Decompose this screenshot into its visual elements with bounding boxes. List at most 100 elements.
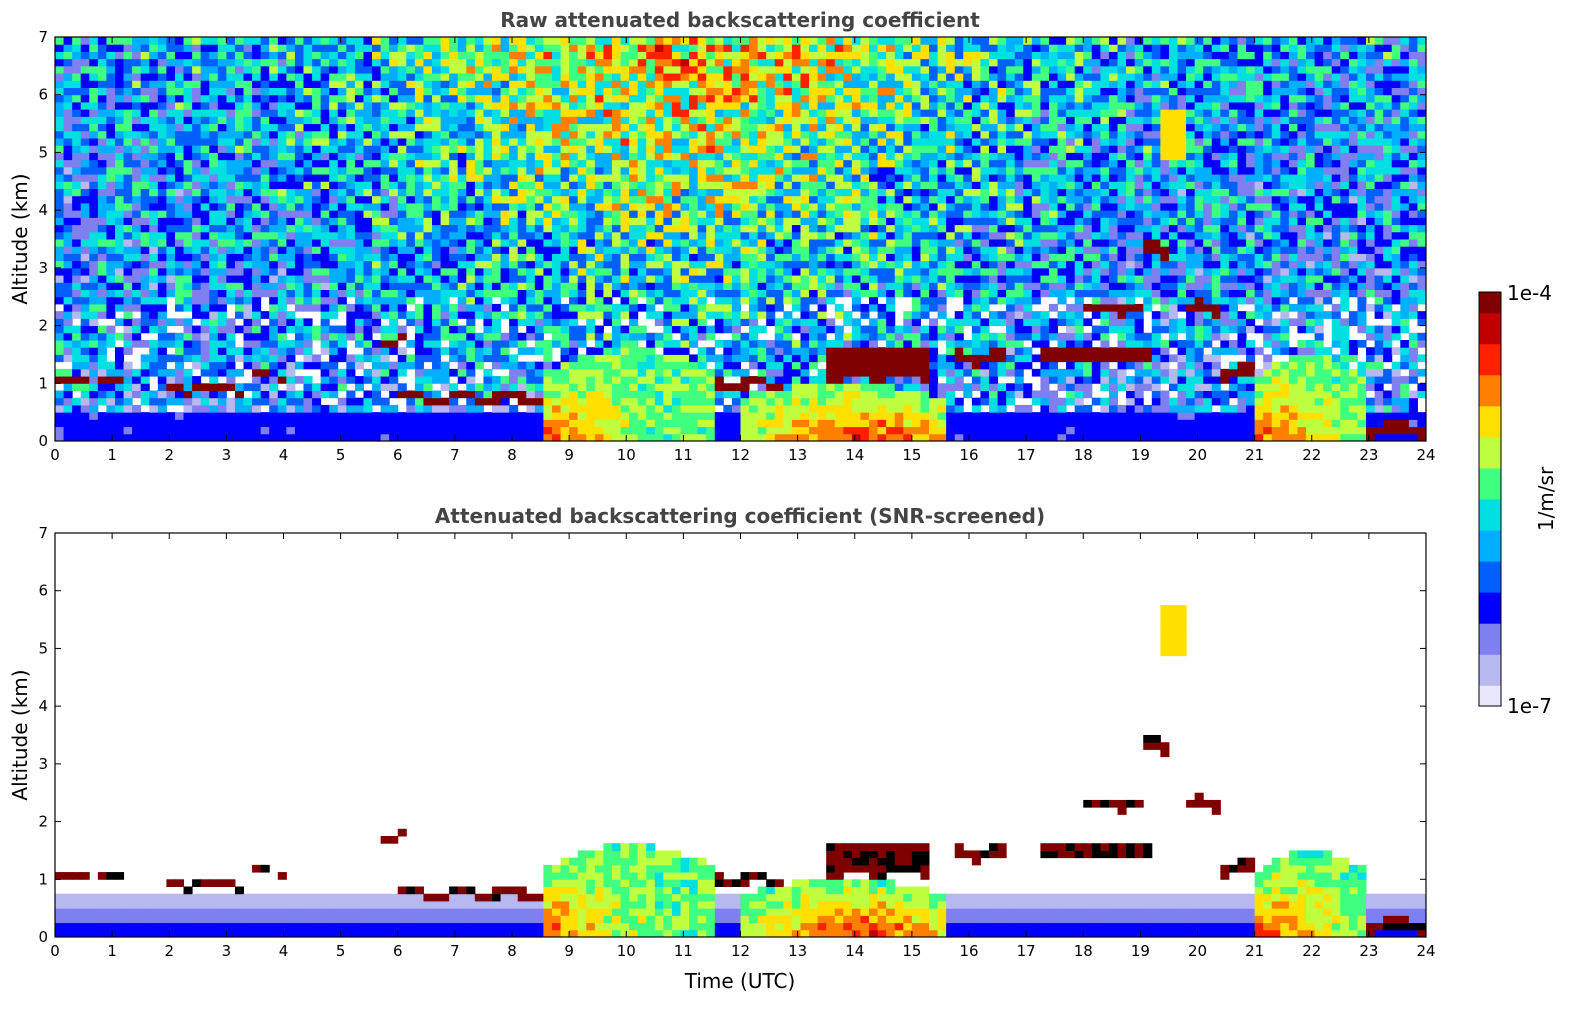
top-heatmap-cell xyxy=(217,426,227,435)
top-heatmap-cell xyxy=(817,325,827,334)
top-heatmap-cell xyxy=(474,195,484,204)
top-heatmap-cell xyxy=(474,303,484,312)
top-heatmap-cell xyxy=(783,195,793,204)
top-heatmap-cell xyxy=(80,397,90,406)
top-heatmap-cell xyxy=(534,217,544,226)
top-heatmap-cell xyxy=(654,166,664,175)
top-heatmap-cell xyxy=(740,109,750,117)
top-heatmap-cell xyxy=(723,368,733,377)
top-heatmap-cell xyxy=(543,296,553,305)
top-heatmap-cell xyxy=(774,383,784,391)
top-heatmap-cell xyxy=(252,123,262,132)
top-heatmap-cell xyxy=(97,116,107,125)
top-heatmap-cell xyxy=(757,412,767,420)
top-heatmap-cell xyxy=(663,130,673,139)
top-heatmap-cell xyxy=(312,397,322,406)
top-heatmap-cell xyxy=(286,58,296,67)
top-heatmap-cell xyxy=(423,325,433,334)
top-heatmap-cell xyxy=(432,376,442,384)
top-heatmap-cell xyxy=(97,376,107,384)
top-heatmap-cell xyxy=(834,347,844,355)
top-heatmap-cell xyxy=(500,123,510,132)
top-heatmap-cell xyxy=(757,195,767,204)
top-heatmap-cell xyxy=(629,311,639,319)
top-heatmap-cell xyxy=(286,224,296,233)
top-heatmap-cell xyxy=(72,260,82,269)
top-heatmap-cell xyxy=(372,224,382,233)
top-heatmap-cell xyxy=(286,404,296,413)
top-heatmap-cell xyxy=(192,65,202,74)
top-heatmap-cell xyxy=(637,354,647,363)
top-heatmap-cell xyxy=(689,419,699,428)
top-heatmap-cell xyxy=(114,87,125,96)
top-heatmap-cell xyxy=(757,58,767,67)
top-heatmap-cell xyxy=(697,347,707,355)
top-heatmap-cell xyxy=(629,340,639,348)
top-heatmap-cell xyxy=(97,65,107,74)
top-heatmap-cell xyxy=(697,166,707,175)
top-heatmap-cell xyxy=(269,80,279,88)
top-heatmap-cell xyxy=(55,109,65,117)
top-heatmap-cell xyxy=(611,130,622,139)
top-heatmap-cell xyxy=(809,217,819,226)
top-heatmap-cell xyxy=(286,73,296,81)
top-heatmap-cell xyxy=(397,361,407,370)
top-heatmap-cell xyxy=(714,224,724,233)
top-heatmap-cell xyxy=(406,404,416,413)
top-heatmap-cell xyxy=(440,145,450,153)
top-heatmap-cell xyxy=(500,65,510,74)
top-heatmap-cell xyxy=(63,376,73,384)
top-heatmap-cell xyxy=(440,80,450,88)
top-heatmap-cell xyxy=(97,260,107,269)
top-heatmap-cell xyxy=(123,404,133,413)
top-heatmap-cell xyxy=(354,138,364,146)
top-heatmap-cell xyxy=(166,376,176,384)
top-heatmap-cell xyxy=(149,296,159,305)
top-heatmap-cell xyxy=(192,109,202,117)
top-heatmap-cell xyxy=(380,433,390,442)
top-heatmap-cell xyxy=(312,87,322,96)
top-heatmap-cell xyxy=(140,138,150,146)
top-heatmap-cell xyxy=(560,145,570,153)
top-heatmap-cell xyxy=(303,340,313,348)
top-heatmap-cell xyxy=(611,37,622,45)
top-heatmap-cell xyxy=(132,152,142,161)
top-heatmap-cell xyxy=(252,217,262,226)
top-heatmap-cell xyxy=(783,260,793,269)
top-heatmap-cell xyxy=(766,138,776,146)
top-heatmap-cell xyxy=(774,318,784,327)
top-heatmap-cell xyxy=(372,368,382,377)
top-heatmap-cell xyxy=(500,159,510,168)
top-heatmap-cell xyxy=(671,174,682,182)
top-heatmap-cell xyxy=(414,195,424,204)
top-heatmap-cell xyxy=(80,37,90,45)
top-heatmap-cell xyxy=(723,44,733,52)
top-heatmap-cell xyxy=(397,181,407,189)
top-heatmap-cell xyxy=(817,109,827,117)
top-heatmap-cell xyxy=(637,138,647,146)
top-heatmap-cell xyxy=(629,37,639,45)
top-heatmap-cell xyxy=(346,202,356,211)
top-heatmap-cell xyxy=(526,303,536,312)
top-heatmap-cell xyxy=(774,267,784,276)
top-heatmap-cell xyxy=(611,340,622,348)
top-heatmap-cell xyxy=(329,145,339,153)
top-heatmap-cell xyxy=(63,390,73,399)
top-heatmap-cell xyxy=(757,289,767,298)
top-heatmap-cell xyxy=(380,419,390,428)
top-heatmap-cell xyxy=(55,412,65,420)
top-heatmap-cell xyxy=(89,101,99,110)
top-heatmap-cell xyxy=(723,253,733,262)
top-heatmap-cell xyxy=(809,282,819,290)
top-heatmap-cell xyxy=(209,404,219,413)
top-heatmap-cell xyxy=(594,390,604,399)
top-heatmap-cell xyxy=(706,188,716,197)
top-heatmap-cell xyxy=(423,404,433,413)
top-heatmap-cell xyxy=(252,239,262,247)
top-heatmap-cell xyxy=(106,289,116,298)
top-heatmap-cell xyxy=(757,51,767,60)
top-heatmap-cell xyxy=(312,390,322,399)
top-heatmap-cell xyxy=(440,101,450,110)
top-heatmap-cell xyxy=(106,51,116,60)
top-heatmap-cell xyxy=(500,87,510,96)
